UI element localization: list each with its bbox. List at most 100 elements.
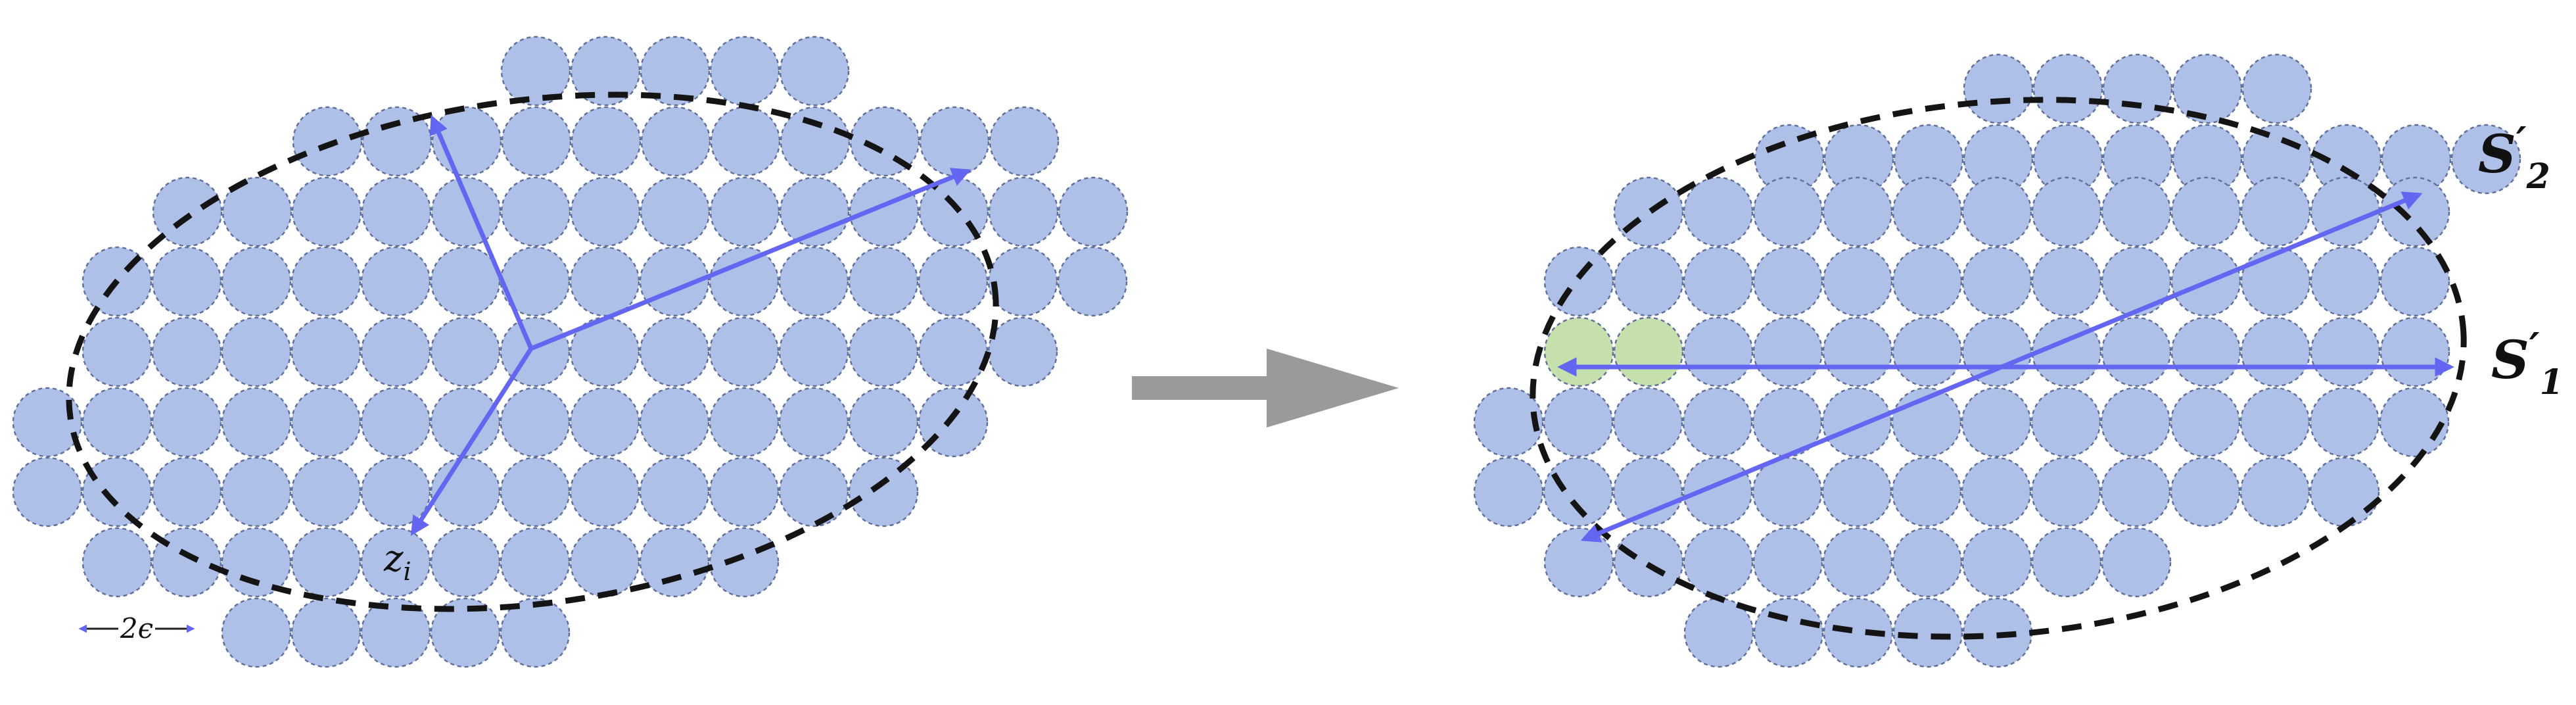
ball	[12, 387, 83, 458]
ball	[291, 316, 362, 387]
ball	[82, 387, 152, 458]
ball	[989, 106, 1060, 177]
ball	[151, 246, 222, 317]
ball	[1752, 527, 1823, 598]
ball	[2240, 316, 2311, 387]
ball	[1613, 246, 1684, 317]
ball	[709, 387, 780, 458]
ball	[1822, 176, 1893, 247]
ball	[848, 387, 919, 458]
ball	[2240, 246, 2311, 317]
ball	[360, 387, 431, 458]
ball	[1961, 316, 2032, 387]
transition-arrow	[1132, 349, 1399, 427]
ball	[500, 387, 571, 458]
ball	[2379, 176, 2450, 247]
ball	[2379, 387, 2450, 458]
ball	[500, 527, 571, 598]
ball	[82, 316, 152, 387]
ball	[360, 316, 431, 387]
ball	[221, 597, 292, 668]
ball	[1961, 387, 2032, 458]
ball	[1683, 246, 1754, 317]
ball	[569, 527, 640, 598]
vertex-label: zi	[383, 537, 411, 586]
ball	[2102, 53, 2173, 124]
ball	[709, 176, 780, 247]
ball	[2100, 387, 2171, 458]
ball	[2031, 527, 2102, 598]
ball	[430, 387, 501, 458]
ball	[1752, 456, 1823, 527]
right-panel: S′2 S′1	[1473, 53, 2564, 668]
ball	[2310, 246, 2381, 317]
ball	[569, 246, 640, 317]
ball	[291, 387, 362, 458]
ball	[570, 176, 641, 247]
ball	[848, 456, 919, 527]
ball	[1752, 246, 1823, 317]
ball	[2241, 53, 2312, 124]
ball	[1822, 246, 1893, 317]
ball	[430, 597, 501, 668]
ball	[292, 106, 363, 177]
right-ball-cover	[1473, 53, 2521, 668]
ball	[151, 456, 222, 527]
ball	[2450, 124, 2521, 195]
ball	[1892, 316, 1963, 387]
ball	[430, 246, 501, 317]
ball	[1752, 316, 1823, 387]
ball	[2310, 316, 2381, 387]
ball	[360, 527, 431, 598]
ball	[2309, 456, 2380, 527]
ball	[1822, 527, 1893, 598]
ball	[639, 316, 710, 387]
ball	[82, 456, 152, 527]
right-ellipsoid-boundary	[1530, 97, 2467, 640]
label-s2-prime: S′2	[2478, 119, 2550, 197]
ball	[291, 176, 362, 247]
ball	[1961, 527, 2032, 598]
ball	[361, 176, 432, 247]
ball	[2101, 176, 2172, 247]
ball	[778, 456, 849, 527]
scale-indicator: 2ϵ	[78, 612, 195, 644]
highlighted-ball	[1543, 316, 1614, 387]
ball	[1961, 246, 2032, 317]
ball	[2101, 527, 2172, 598]
scale-label: 2ϵ	[120, 612, 153, 644]
ball	[221, 316, 292, 387]
ball	[987, 316, 1058, 387]
ball	[2170, 176, 2241, 247]
ball	[151, 527, 222, 598]
ball	[360, 246, 431, 317]
ball	[291, 527, 362, 598]
ball	[221, 246, 292, 317]
ball	[709, 456, 780, 527]
ball	[778, 387, 849, 458]
ball	[1543, 387, 1614, 458]
ball	[709, 527, 780, 598]
ball	[500, 246, 571, 317]
ball	[2030, 456, 2101, 527]
ball	[1821, 456, 1892, 527]
ball	[639, 527, 710, 598]
ball	[2101, 316, 2172, 387]
ball	[2101, 246, 2172, 317]
ball	[640, 176, 711, 247]
ball	[570, 36, 641, 107]
ball	[780, 106, 851, 177]
ball	[501, 106, 572, 177]
ball	[362, 106, 433, 177]
ball	[1473, 387, 1544, 458]
ball	[2239, 387, 2310, 458]
ball	[639, 456, 710, 527]
ball	[431, 176, 502, 247]
ball	[430, 527, 501, 598]
ball	[848, 316, 919, 387]
left-vector-down	[410, 347, 533, 536]
ball	[1753, 597, 1824, 668]
ball	[2170, 387, 2241, 458]
left-vector-right	[530, 168, 972, 351]
